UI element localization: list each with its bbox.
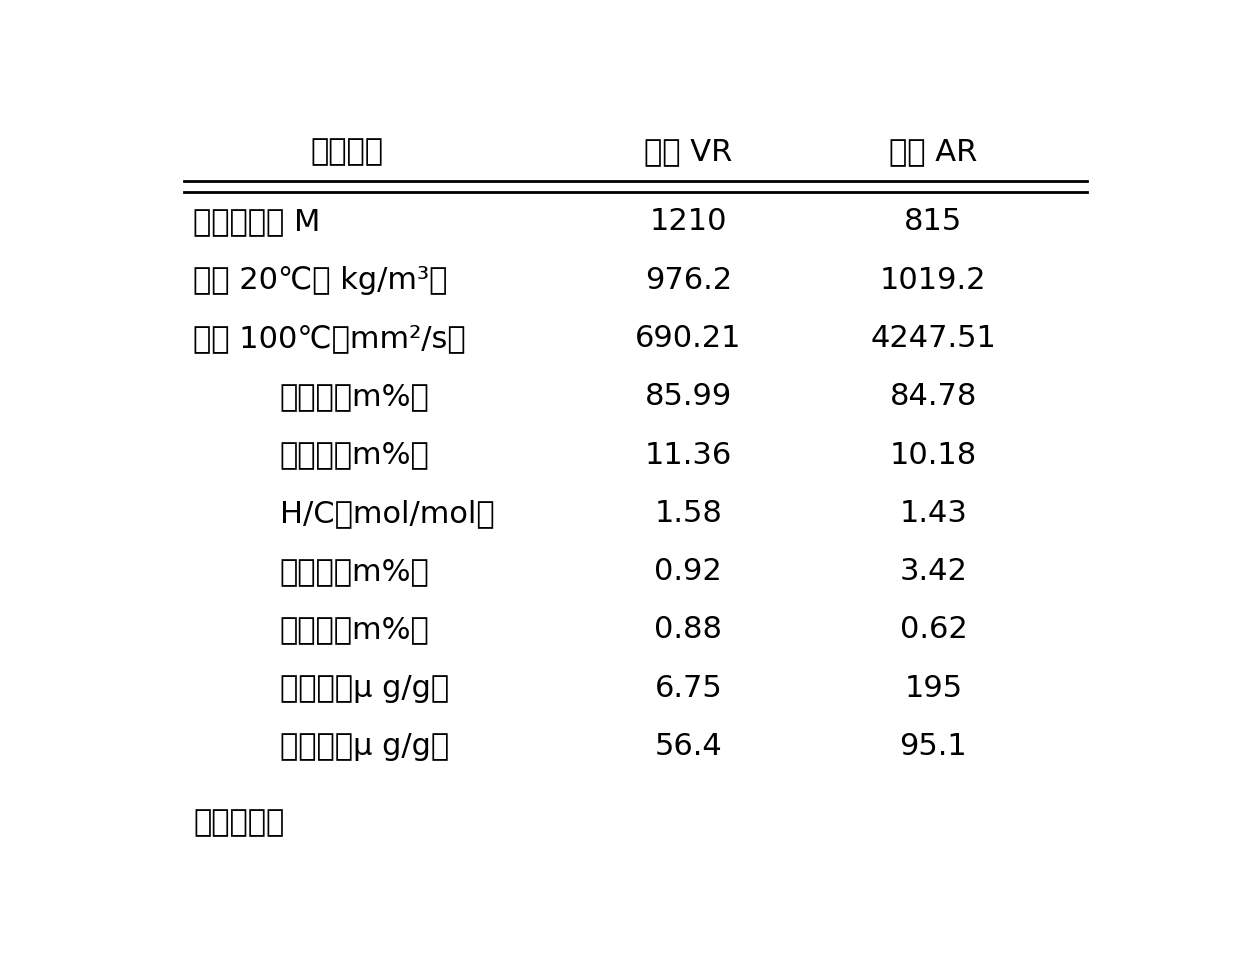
Text: 粘度 100℃（mm²/s）: 粘度 100℃（mm²/s）	[193, 324, 466, 353]
Text: 硫含量（m%）: 硫含量（m%）	[280, 557, 430, 586]
Text: H/C（mol/mol）: H/C（mol/mol）	[280, 499, 495, 528]
Text: 塔河 AR: 塔河 AR	[889, 137, 977, 167]
Text: 976.2: 976.2	[645, 265, 732, 295]
Text: 氮含量（m%）: 氮含量（m%）	[280, 615, 430, 645]
Text: 氢含量（m%）: 氢含量（m%）	[280, 441, 430, 469]
Text: 密度 20℃（ kg/m³）: 密度 20℃（ kg/m³）	[193, 265, 448, 295]
Text: 85.99: 85.99	[645, 382, 732, 411]
Text: 4247.51: 4247.51	[870, 324, 997, 353]
Text: 钒含量（μ g/g）: 钒含量（μ g/g）	[280, 673, 449, 702]
Text: 1019.2: 1019.2	[880, 265, 987, 295]
Text: 3.42: 3.42	[899, 557, 967, 586]
Text: 815: 815	[904, 208, 962, 237]
Text: 6.75: 6.75	[655, 673, 722, 702]
Text: 690.21: 690.21	[635, 324, 742, 353]
Text: 镁含量（μ g/g）: 镁含量（μ g/g）	[280, 732, 449, 761]
Text: 胜利 VR: 胜利 VR	[644, 137, 733, 167]
Text: 56.4: 56.4	[655, 732, 722, 761]
Text: 四组分分析: 四组分分析	[193, 809, 285, 837]
Text: 1210: 1210	[650, 208, 727, 237]
Text: 1.43: 1.43	[899, 499, 967, 528]
Text: 195: 195	[904, 673, 962, 702]
Text: 渣油原料: 渣油原料	[311, 137, 383, 167]
Text: 84.78: 84.78	[890, 382, 977, 411]
Text: 95.1: 95.1	[899, 732, 967, 761]
Text: 0.88: 0.88	[655, 615, 723, 645]
Text: 0.62: 0.62	[899, 615, 967, 645]
Text: 0.92: 0.92	[655, 557, 722, 586]
Text: 11.36: 11.36	[645, 441, 732, 469]
Text: 碳含量（m%）: 碳含量（m%）	[280, 382, 430, 411]
Text: 1.58: 1.58	[655, 499, 722, 528]
Text: 10.18: 10.18	[890, 441, 977, 469]
Text: 相对分子量 M: 相对分子量 M	[193, 208, 321, 237]
